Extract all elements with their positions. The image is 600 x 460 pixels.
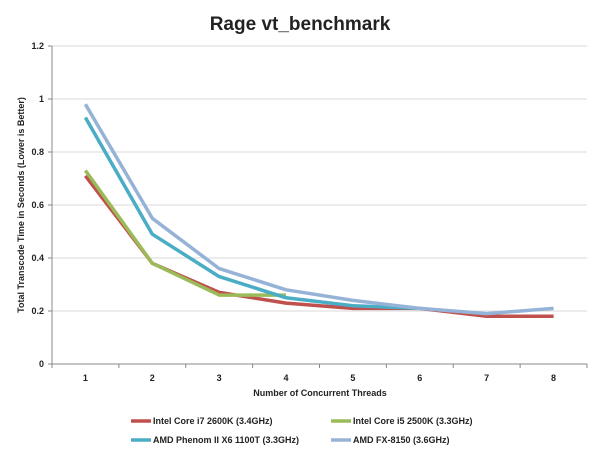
y-tick-label: 1.2 bbox=[31, 41, 44, 51]
x-tick-label: 3 bbox=[217, 373, 222, 383]
x-tick-label: 7 bbox=[484, 373, 489, 383]
series-line-2 bbox=[83, 169, 287, 297]
series-line-3 bbox=[83, 116, 420, 311]
y-tick-label: 0.6 bbox=[31, 200, 44, 210]
axes bbox=[51, 46, 588, 368]
y-tick-label: 0 bbox=[39, 359, 44, 369]
x-tick-label: 4 bbox=[284, 373, 289, 383]
legend-label: Intel Core i5 2500K (3.3GHz) bbox=[353, 416, 473, 426]
y-tick-label: 0.2 bbox=[31, 306, 44, 316]
legend-label: AMD Phenom II X6 1100T (3.3GHz) bbox=[153, 435, 299, 445]
x-tick-labels: 1 2 3 4 5 6 7 8 bbox=[83, 373, 556, 383]
legend-label: Intel Core i7 2600K (3.4GHz) bbox=[153, 416, 273, 426]
legend: Intel Core i7 2600K (3.4GHz) Intel Core i… bbox=[131, 416, 473, 445]
x-tick-label: 2 bbox=[150, 373, 155, 383]
x-tick-label: 1 bbox=[83, 373, 88, 383]
y-tick-label: 1 bbox=[39, 94, 44, 104]
y-tick-label: 0.8 bbox=[31, 147, 44, 157]
gridlines bbox=[48, 45, 587, 365]
x-tick-label: 5 bbox=[350, 373, 355, 383]
y-tick-labels: 0 0.2 0.4 0.6 0.8 1 1.2 bbox=[31, 41, 44, 369]
series-line-4 bbox=[83, 103, 554, 316]
x-tick-label: 8 bbox=[551, 373, 556, 383]
series-lines bbox=[83, 103, 554, 319]
chart-title: Rage vt_benchmark bbox=[210, 14, 391, 35]
y-tick-label: 0.4 bbox=[31, 253, 44, 263]
x-tick-label: 6 bbox=[417, 373, 422, 383]
legend-label: AMD FX-8150 (3.6GHz) bbox=[353, 435, 450, 445]
x-axis-label: Number of Concurrent Threads bbox=[253, 388, 387, 398]
y-axis-label: Total Transcode Time in Seconds (Lower i… bbox=[16, 97, 26, 313]
